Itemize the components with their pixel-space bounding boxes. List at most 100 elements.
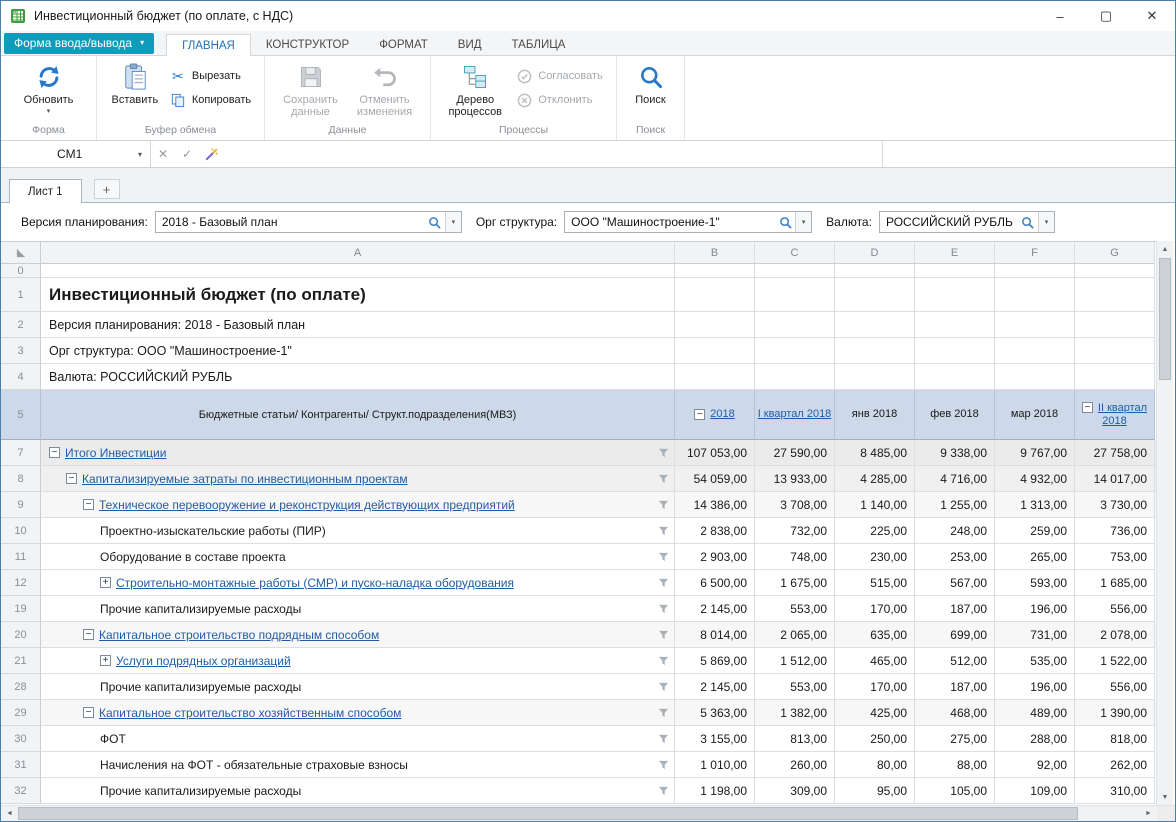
row-header[interactable]: 20 (1, 622, 41, 648)
scroll-right-button[interactable]: ► (1145, 810, 1152, 817)
value-cell[interactable]: 635,00 (835, 622, 915, 648)
value-cell[interactable]: 275,00 (915, 726, 995, 752)
empty-cell[interactable] (995, 264, 1075, 278)
period-header-cell[interactable]: I квартал 2018 (755, 390, 835, 440)
value-cell[interactable]: 253,00 (915, 544, 995, 570)
search-icon[interactable] (1018, 216, 1038, 229)
value-cell[interactable]: 13 933,00 (755, 466, 835, 492)
row-header[interactable]: 3 (1, 338, 41, 364)
row-header[interactable]: 2 (1, 312, 41, 338)
sheet-tab-list1[interactable]: Лист 1 (9, 179, 82, 203)
empty-cell[interactable] (1075, 264, 1155, 278)
column-header-G[interactable]: G (1075, 242, 1155, 264)
value-cell[interactable]: 753,00 (1075, 544, 1155, 570)
empty-cell[interactable] (835, 264, 915, 278)
row-header[interactable]: 10 (1, 518, 41, 544)
collapse-icon[interactable]: − (83, 499, 94, 510)
value-cell[interactable]: 4 285,00 (835, 466, 915, 492)
column-header-F[interactable]: F (995, 242, 1075, 264)
value-cell[interactable]: 818,00 (1075, 726, 1155, 752)
value-cell[interactable]: 187,00 (915, 674, 995, 700)
empty-cell[interactable] (675, 312, 755, 338)
budget-item-label[interactable]: Капитализируемые затраты по инвестиционн… (82, 471, 408, 486)
row-header[interactable]: 19 (1, 596, 41, 622)
value-cell[interactable]: 259,00 (995, 518, 1075, 544)
row-header[interactable]: 32 (1, 778, 41, 804)
value-cell[interactable]: 27 590,00 (755, 440, 835, 466)
copy-button[interactable]: Копировать (166, 91, 255, 109)
formula-input[interactable] (223, 141, 883, 167)
org-structure-combo[interactable]: ООО "Машиностроение-1" ▾ (564, 211, 813, 233)
undo-changes-button[interactable]: Отменить изменения (349, 59, 421, 118)
empty-cell[interactable] (755, 278, 835, 312)
value-cell[interactable]: 2 903,00 (675, 544, 755, 570)
filter-funnel-icon[interactable] (658, 448, 669, 458)
column-header-D[interactable]: D (835, 242, 915, 264)
value-cell[interactable]: 88,00 (915, 752, 995, 778)
horizontal-scrollbar[interactable]: ◄ ► (1, 805, 1175, 821)
value-cell[interactable]: 230,00 (835, 544, 915, 570)
value-cell[interactable]: 1 255,00 (915, 492, 995, 518)
value-cell[interactable]: 54 059,00 (675, 466, 755, 492)
value-cell[interactable]: 553,00 (755, 674, 835, 700)
value-cell[interactable]: 748,00 (755, 544, 835, 570)
value-cell[interactable]: 1 685,00 (1075, 570, 1155, 596)
budget-item-cell[interactable]: + Строительно-монтажные работы (СМР) и пу… (41, 570, 675, 596)
filter-funnel-icon[interactable] (658, 656, 669, 666)
empty-cell[interactable] (995, 338, 1075, 364)
empty-cell[interactable] (1075, 338, 1155, 364)
budget-item-label[interactable]: Капитальное строительство подрядным спос… (99, 627, 380, 642)
row-header[interactable]: 4 (1, 364, 41, 390)
budget-item-label[interactable]: Капитальное строительство хозяйственным … (99, 705, 402, 720)
filter-funnel-icon[interactable] (658, 760, 669, 770)
expand-icon[interactable]: + (100, 655, 111, 666)
empty-cell[interactable] (835, 278, 915, 312)
info-cell[interactable]: Инвестиционный бюджет (по оплате) (41, 278, 675, 312)
budget-item-cell[interactable]: + Услуги подрядных организаций (41, 648, 675, 674)
search-icon[interactable] (775, 216, 795, 229)
budget-item-label[interactable]: Итого Инвестиции (65, 445, 167, 460)
paste-button[interactable]: Вставить (106, 59, 164, 106)
value-cell[interactable]: 736,00 (1075, 518, 1155, 544)
value-cell[interactable]: 170,00 (835, 674, 915, 700)
empty-cell[interactable] (675, 338, 755, 364)
row-header[interactable]: 21 (1, 648, 41, 674)
filter-funnel-icon[interactable] (658, 682, 669, 692)
value-cell[interactable]: 196,00 (995, 596, 1075, 622)
tab-vid[interactable]: ВИД (457, 39, 482, 51)
filter-funnel-icon[interactable] (658, 786, 669, 796)
function-wizard-button[interactable] (199, 141, 223, 167)
filter-funnel-icon[interactable] (658, 734, 669, 744)
search-button[interactable]: Поиск (623, 59, 679, 106)
value-cell[interactable]: 288,00 (995, 726, 1075, 752)
period-label[interactable]: 2018 (710, 408, 735, 420)
value-cell[interactable]: 2 065,00 (755, 622, 835, 648)
vertical-scroll-track[interactable] (1157, 381, 1173, 789)
value-cell[interactable]: 2 145,00 (675, 674, 755, 700)
tab-konstruktor[interactable]: КОНСТРУКТОР (265, 39, 350, 51)
value-cell[interactable]: 225,00 (835, 518, 915, 544)
budget-item-label[interactable]: Техническое перевооружение и реконструкц… (99, 497, 515, 512)
value-cell[interactable]: 731,00 (995, 622, 1075, 648)
search-icon[interactable] (425, 216, 445, 229)
value-cell[interactable]: 556,00 (1075, 596, 1155, 622)
value-cell[interactable]: 3 730,00 (1075, 492, 1155, 518)
info-cell[interactable]: Орг структура: ООО "Машиностроение-1" (41, 338, 675, 364)
value-cell[interactable]: 1 675,00 (755, 570, 835, 596)
value-cell[interactable]: 8 014,00 (675, 622, 755, 648)
value-cell[interactable]: 3 155,00 (675, 726, 755, 752)
empty-cell[interactable] (995, 278, 1075, 312)
value-cell[interactable]: 5 363,00 (675, 700, 755, 726)
value-cell[interactable]: 92,00 (995, 752, 1075, 778)
minimize-button[interactable]: – (1056, 8, 1064, 24)
tab-format[interactable]: ФОРМАТ (379, 39, 428, 51)
empty-cell[interactable] (915, 278, 995, 312)
value-cell[interactable]: 512,00 (915, 648, 995, 674)
period-label[interactable]: I квартал 2018 (757, 408, 832, 420)
value-cell[interactable]: 170,00 (835, 596, 915, 622)
value-cell[interactable]: 265,00 (995, 544, 1075, 570)
value-cell[interactable]: 250,00 (835, 726, 915, 752)
empty-cell[interactable] (675, 364, 755, 390)
empty-cell[interactable] (835, 338, 915, 364)
budget-item-cell[interactable]: − Техническое перевооружение и реконструк… (41, 492, 675, 518)
